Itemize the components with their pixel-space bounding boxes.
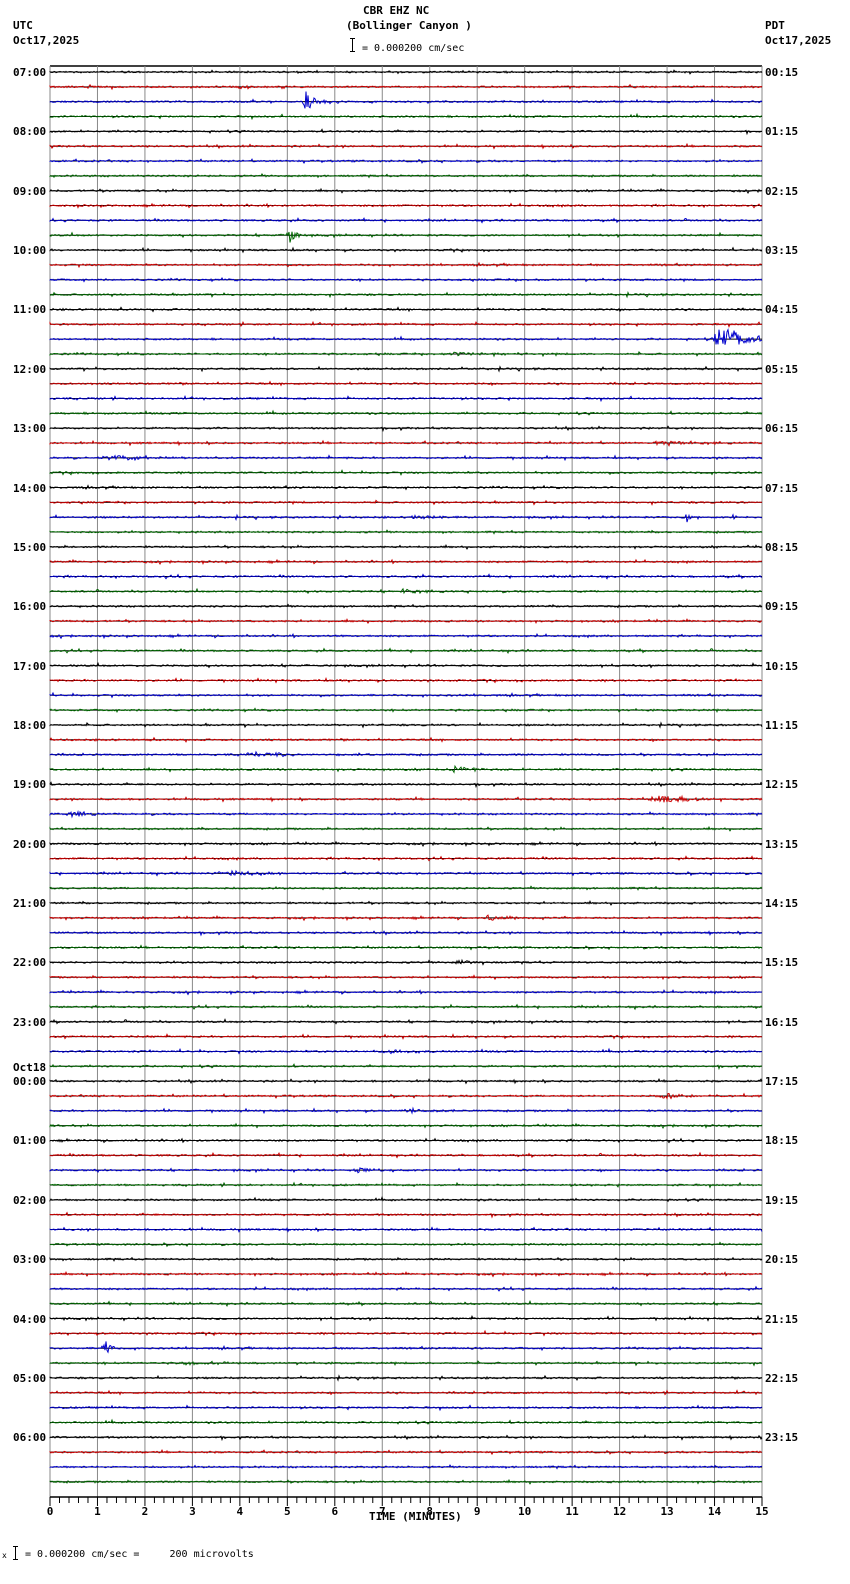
utc-hour-label: 08:00	[13, 125, 47, 139]
x-tick-label: 2	[142, 1505, 149, 1518]
pdt-hour-label: 07:15	[765, 481, 799, 495]
utc-hour-label: 04:00	[13, 1312, 47, 1326]
pdt-hour-label: 16:15	[765, 1015, 799, 1029]
pdt-hour-label: 03:15	[765, 244, 799, 258]
scale-text: = 0.000200 cm/sec	[362, 43, 465, 54]
utc-hour-label: 00:00	[13, 1075, 47, 1089]
x-tick-label: 5	[284, 1505, 291, 1518]
left-date: Oct17,2025	[13, 34, 80, 47]
utc-hour-label: 05:00	[13, 1371, 47, 1385]
x-axis-title: TIME (MINUTES)	[369, 1510, 462, 1523]
left-timezone: UTC	[13, 19, 33, 32]
x-tick-label: 8	[426, 1505, 433, 1518]
x-tick-label: 0	[47, 1505, 54, 1518]
utc-hour-label: 12:00	[13, 362, 47, 376]
pdt-hour-label: 02:15	[765, 184, 799, 198]
x-tick-label: 1	[94, 1505, 101, 1518]
utc-hour-label: 14:00	[13, 481, 47, 495]
x-tick-label: 10	[518, 1505, 531, 1518]
x-tick-label: 15	[755, 1505, 768, 1518]
pdt-hour-label: 13:15	[765, 837, 799, 851]
utc-hour-label: 15:00	[13, 540, 47, 554]
footer-scale-text: = 0.000200 cm/sec = 200 microvolts	[25, 1549, 254, 1560]
utc-hour-label: 09:00	[13, 184, 47, 198]
pdt-hour-label: 09:15	[765, 600, 799, 614]
utc-hour-label: 13:00	[13, 422, 47, 436]
x-tick-label: 7	[379, 1505, 386, 1518]
scale-bar-icon	[350, 38, 358, 52]
pdt-hour-label: 11:15	[765, 718, 799, 732]
right-date: Oct17,2025	[765, 34, 832, 47]
utc-hour-label: 06:00	[13, 1431, 47, 1445]
utc-hour-label: 23:00	[13, 1015, 47, 1029]
x-tick-label: 6	[331, 1505, 338, 1518]
pdt-hour-label: 04:15	[765, 303, 799, 317]
x-tick-label: 12	[613, 1505, 626, 1518]
station-subtitle: (Bollinger Canyon )	[346, 19, 472, 32]
pdt-hour-label: 17:15	[765, 1075, 799, 1089]
utc-hour-label: 11:00	[13, 303, 47, 317]
utc-hour-label: 10:00	[13, 244, 47, 258]
x-tick-label: 4	[237, 1505, 244, 1518]
pdt-hour-label: 12:15	[765, 778, 799, 792]
pdt-hour-label: 22:15	[765, 1371, 799, 1385]
pdt-hour-label: 08:15	[765, 540, 799, 554]
utc-hour-label: 18:00	[13, 718, 47, 732]
utc-hour-label: 16:00	[13, 600, 47, 614]
utc-hour-label: 21:00	[13, 897, 47, 911]
utc-hour-label: 17:00	[13, 659, 47, 673]
pdt-hour-label: 10:15	[765, 659, 799, 673]
pdt-hour-label: 15:15	[765, 956, 799, 970]
x-tick-label: 3	[189, 1505, 196, 1518]
utc-hour-label: 03:00	[13, 1253, 47, 1267]
pdt-hour-label: 05:15	[765, 362, 799, 376]
pdt-hour-label: 19:15	[765, 1193, 799, 1207]
utc-hour-label: 07:00	[13, 66, 47, 79]
x-tick-label: 13	[660, 1505, 673, 1518]
pdt-hour-label: 06:15	[765, 422, 799, 436]
pdt-hour-label: 21:15	[765, 1312, 799, 1326]
x-tick-label: 9	[474, 1505, 481, 1518]
x-tick-label: 14	[708, 1505, 722, 1518]
date-change-label: Oct18	[13, 1061, 47, 1075]
pdt-hour-label: 23:15	[765, 1431, 799, 1445]
footer-scale-bar-icon	[13, 1546, 21, 1560]
station-title: CBR EHZ NC	[363, 4, 430, 17]
utc-hour-label: 22:00	[13, 956, 47, 970]
pdt-hour-label: 00:15	[765, 66, 799, 79]
right-timezone: PDT	[765, 19, 785, 32]
x-tick-label: 11	[566, 1505, 580, 1518]
pdt-hour-label: 01:15	[765, 125, 799, 139]
pdt-hour-label: 18:15	[765, 1134, 799, 1148]
footer-scale-prefix: x	[2, 1551, 7, 1560]
utc-hour-label: 20:00	[13, 837, 47, 851]
utc-hour-label: 01:00	[13, 1134, 47, 1148]
utc-hour-label: 02:00	[13, 1193, 47, 1207]
pdt-hour-label: 20:15	[765, 1253, 799, 1267]
pdt-hour-label: 14:15	[765, 897, 799, 911]
utc-hour-label: 19:00	[13, 778, 47, 792]
